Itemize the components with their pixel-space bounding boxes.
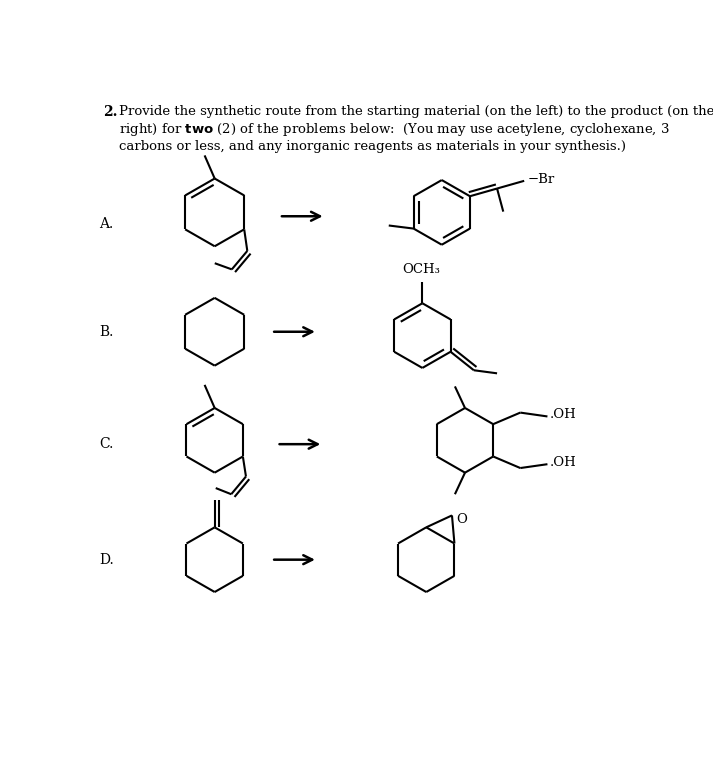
Text: 2.: 2. <box>103 105 118 119</box>
Text: −Br: −Br <box>528 173 555 186</box>
Text: A.: A. <box>99 217 113 231</box>
Text: .OH: .OH <box>550 408 577 421</box>
Text: OCH₃: OCH₃ <box>402 262 440 275</box>
Text: D.: D. <box>99 553 114 567</box>
Text: C.: C. <box>99 437 113 451</box>
Text: B.: B. <box>99 325 113 339</box>
Text: O: O <box>456 513 468 526</box>
Text: Provide the synthetic route from the starting material (on the left) to the prod: Provide the synthetic route from the sta… <box>118 105 713 153</box>
Text: .OH: .OH <box>550 456 577 469</box>
